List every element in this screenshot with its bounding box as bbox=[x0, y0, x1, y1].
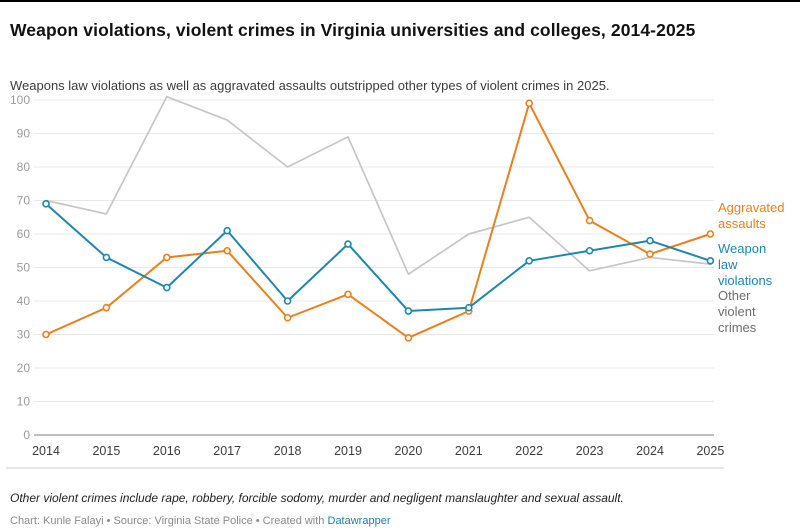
data-point-aggravated-assaults bbox=[42, 330, 50, 339]
data-point-weapon-law-violations bbox=[706, 257, 715, 265]
data-point-weapon-law-violations bbox=[525, 257, 534, 265]
chart-subtitle: Weapons law violations as well as aggrav… bbox=[10, 78, 610, 93]
data-point-aggravated-assaults bbox=[344, 290, 352, 299]
data-point-aggravated-assaults bbox=[525, 99, 534, 108]
series-line-other-violent-crimes bbox=[45, 95, 712, 276]
x-tick-label: 2015 bbox=[92, 444, 120, 458]
footnote: Other violent crimes include rape, robbe… bbox=[10, 491, 624, 505]
data-point-aggravated-assaults bbox=[404, 334, 413, 342]
data-point-weapon-law-violations bbox=[102, 253, 111, 262]
y-tick-label: 90 bbox=[17, 127, 31, 141]
x-tick-label: 2020 bbox=[394, 444, 422, 458]
x-tick-label: 2014 bbox=[32, 444, 60, 458]
data-point-weapon-law-violations bbox=[464, 303, 473, 312]
data-point-weapon-law-violations bbox=[163, 283, 171, 292]
line-chart: 0 10 20 30 40 50 60 70 80 90 100 2014 2015 2016 2017 20… bbox=[6, 93, 724, 469]
legend-other-violent-crimes: Other violent crimes bbox=[718, 288, 757, 335]
top-border bbox=[0, 0, 800, 2]
y-tick-label: 0 bbox=[23, 428, 30, 442]
data-point-aggravated-assaults bbox=[646, 250, 654, 258]
credit-line: Chart: Kunle Falayi • Source: Virginia S… bbox=[10, 514, 790, 528]
series-line-weapon-law-violations bbox=[45, 202, 712, 313]
data-point-weapon-law-violations bbox=[646, 236, 654, 245]
x-tick-label: 2024 bbox=[636, 444, 664, 458]
y-tick-label: 60 bbox=[17, 227, 31, 241]
y-tick-label: 50 bbox=[17, 261, 31, 275]
data-point-weapon-law-violations bbox=[42, 200, 50, 208]
x-tick-label: 2021 bbox=[455, 444, 483, 458]
y-tick-label: 80 bbox=[17, 160, 31, 174]
y-tick-label: 30 bbox=[17, 328, 31, 342]
data-point-aggravated-assaults bbox=[585, 216, 594, 225]
data-point-aggravated-assaults bbox=[102, 303, 111, 312]
credit-text: Chart: Kunle Falayi • Source: Virginia S… bbox=[10, 515, 328, 527]
y-tick-label: 70 bbox=[17, 194, 31, 208]
data-point-aggravated-assaults bbox=[706, 230, 715, 238]
datawrapper-link[interactable]: Datawrapper bbox=[327, 515, 391, 527]
data-point-aggravated-assaults bbox=[223, 246, 231, 255]
data-point-weapon-law-violations bbox=[283, 297, 292, 305]
x-tick-label: 2022 bbox=[515, 444, 543, 458]
x-tick-label: 2019 bbox=[334, 444, 362, 458]
y-tick-label: 20 bbox=[17, 361, 31, 375]
data-point-weapon-law-violations bbox=[404, 307, 413, 315]
y-tick-label: 100 bbox=[10, 93, 30, 107]
data-point-weapon-law-violations bbox=[585, 246, 594, 255]
page-title: Weapon violations, violent crimes in Vir… bbox=[10, 19, 696, 40]
y-tick-label: 40 bbox=[17, 294, 31, 308]
y-tick-label: 10 bbox=[17, 395, 31, 409]
data-point-weapon-law-violations bbox=[344, 240, 352, 248]
x-tick-label: 2018 bbox=[274, 444, 302, 458]
legend-weapon-law-violations: Weapon law violations bbox=[718, 241, 773, 288]
x-tick-label: 2017 bbox=[213, 444, 241, 458]
legend-aggravated-assaults: Aggravated assaults bbox=[718, 200, 785, 231]
x-tick-label: 2023 bbox=[576, 444, 604, 458]
data-point-aggravated-assaults bbox=[163, 253, 171, 262]
series-line-aggravated-assaults bbox=[45, 102, 712, 339]
data-point-weapon-law-violations bbox=[223, 226, 231, 235]
x-tick-label: 2025 bbox=[696, 444, 724, 458]
data-point-aggravated-assaults bbox=[283, 313, 292, 322]
x-tick-label: 2016 bbox=[153, 444, 181, 458]
